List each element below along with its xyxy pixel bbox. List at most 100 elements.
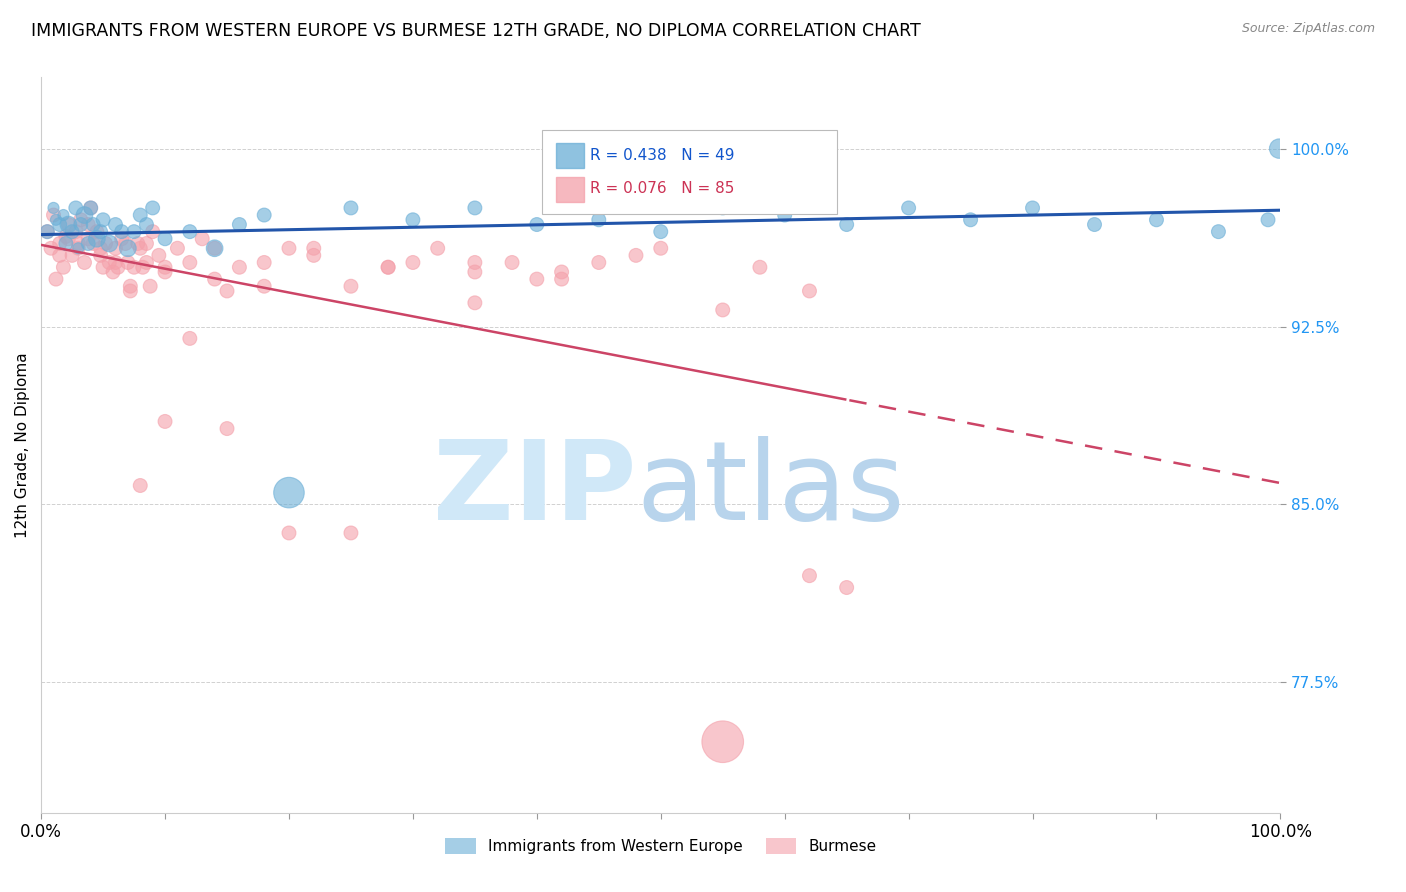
Point	[253, 208, 276, 222]
Point	[52, 208, 75, 222]
Point	[179, 331, 201, 345]
Point	[114, 236, 136, 251]
Point	[48, 248, 70, 262]
Point	[253, 279, 276, 293]
Point	[77, 232, 100, 246]
Point	[86, 232, 108, 246]
Point	[42, 208, 65, 222]
Point	[135, 236, 157, 251]
Point	[340, 525, 363, 540]
Point	[111, 225, 134, 239]
Point	[340, 201, 363, 215]
Point	[799, 284, 821, 298]
Point	[122, 260, 145, 275]
Point	[139, 279, 162, 293]
Point	[37, 225, 59, 239]
Point	[58, 218, 80, 232]
Point	[58, 232, 80, 246]
Text: R = 0.438   N = 49: R = 0.438 N = 49	[591, 148, 734, 162]
Point	[37, 225, 59, 239]
Point	[215, 421, 238, 435]
Point	[402, 212, 425, 227]
Point	[204, 241, 226, 255]
Point	[79, 201, 101, 215]
Point	[588, 212, 610, 227]
Point	[82, 218, 104, 232]
Point	[48, 236, 70, 251]
Point	[79, 201, 101, 215]
Point	[153, 232, 176, 246]
Point	[77, 218, 100, 232]
Legend: Immigrants from Western Europe, Burmese: Immigrants from Western Europe, Burmese	[439, 832, 883, 861]
Point	[228, 260, 250, 275]
Point	[835, 581, 858, 595]
Point	[179, 255, 201, 269]
Point	[402, 255, 425, 269]
Point	[464, 255, 486, 269]
Point	[94, 236, 117, 251]
Point	[204, 241, 226, 255]
Point	[1208, 225, 1230, 239]
Point	[45, 212, 67, 227]
Point	[67, 236, 90, 251]
Point	[959, 212, 981, 227]
Point	[464, 201, 486, 215]
Point	[132, 260, 155, 275]
Point	[278, 525, 301, 540]
Point	[501, 255, 523, 269]
Point	[711, 302, 734, 317]
Point	[60, 248, 83, 262]
Point	[67, 241, 90, 255]
Point	[204, 272, 226, 286]
Point	[39, 241, 62, 255]
Point	[711, 735, 734, 749]
Point	[179, 225, 201, 239]
Point	[117, 255, 139, 269]
Point	[48, 218, 70, 232]
Text: Source: ZipAtlas.com: Source: ZipAtlas.com	[1241, 22, 1375, 36]
Point	[69, 212, 91, 227]
Text: ZIP: ZIP	[433, 436, 636, 543]
Point	[55, 236, 77, 251]
Point	[117, 241, 139, 255]
Text: atlas: atlas	[636, 436, 904, 543]
Point	[104, 218, 127, 232]
Point	[101, 265, 124, 279]
Point	[377, 260, 399, 275]
Point	[135, 218, 157, 232]
Point	[90, 225, 112, 239]
Point	[67, 241, 90, 255]
Point	[45, 272, 67, 286]
Point	[111, 232, 134, 246]
Point	[42, 201, 65, 215]
Point	[122, 225, 145, 239]
Point	[650, 225, 672, 239]
Point	[127, 236, 149, 251]
Point	[120, 279, 142, 293]
Point	[69, 218, 91, 232]
Point	[91, 260, 114, 275]
Point	[464, 265, 486, 279]
Point	[1257, 212, 1279, 227]
Point	[98, 255, 121, 269]
Point	[278, 241, 301, 255]
Point	[1268, 142, 1291, 156]
Point	[464, 295, 486, 310]
Point	[550, 265, 572, 279]
Point	[129, 478, 152, 492]
Point	[550, 272, 572, 286]
Point	[90, 248, 112, 262]
Point	[377, 260, 399, 275]
Point	[215, 284, 238, 298]
Point	[711, 201, 734, 215]
Point	[142, 201, 165, 215]
Point	[799, 568, 821, 582]
Point	[191, 232, 214, 246]
Point	[228, 218, 250, 232]
Point	[135, 255, 157, 269]
Point	[588, 255, 610, 269]
Point	[426, 241, 449, 255]
Point	[748, 260, 770, 275]
Point	[166, 241, 188, 255]
Text: IMMIGRANTS FROM WESTERN EUROPE VS BURMESE 12TH GRADE, NO DIPLOMA CORRELATION CHA: IMMIGRANTS FROM WESTERN EUROPE VS BURMES…	[31, 22, 921, 40]
